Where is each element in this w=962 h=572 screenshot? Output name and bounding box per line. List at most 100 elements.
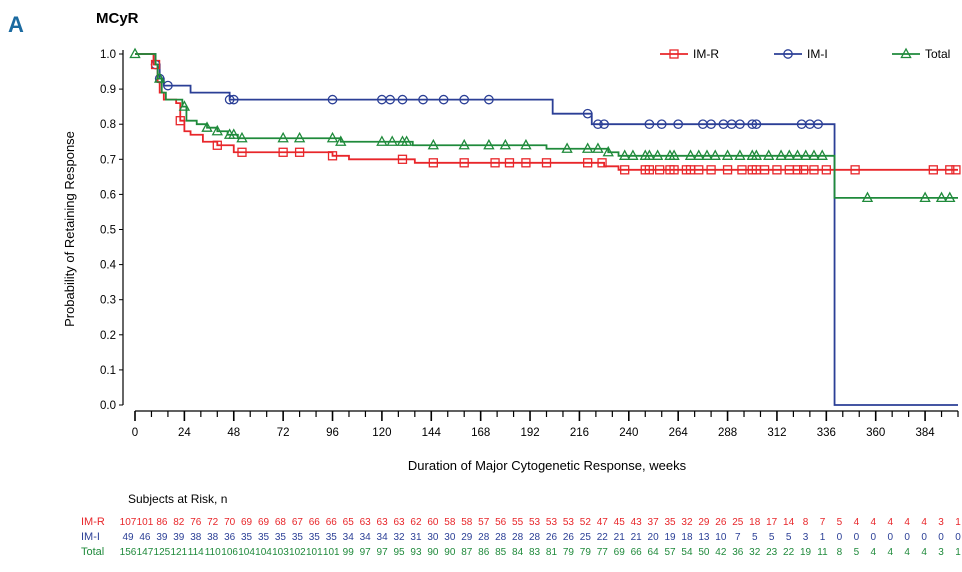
x-axis-label: Duration of Major Cytogenetic Response, …	[408, 458, 687, 473]
censor-marker	[813, 119, 823, 130]
x-tick-label: 216	[570, 427, 589, 439]
censor-marker	[850, 165, 860, 175]
risk-cell: 38	[190, 532, 202, 543]
risk-cell: 34	[360, 532, 372, 543]
risk-cell: 4	[854, 517, 860, 528]
risk-cell: 0	[837, 532, 843, 543]
censor-marker	[129, 47, 141, 59]
censor-marker	[800, 149, 812, 160]
risk-cell: 87	[461, 547, 473, 558]
censor-marker	[706, 165, 716, 175]
risk-cell: 0	[955, 532, 961, 543]
x-tick-label: 144	[422, 427, 442, 439]
risk-cell: 72	[207, 517, 219, 528]
risk-cell: 45	[614, 517, 626, 528]
censor-marker	[734, 149, 746, 160]
risk-cell: 62	[410, 517, 422, 528]
risk-cell: 79	[563, 547, 575, 558]
censor-marker	[656, 119, 667, 130]
censor-marker	[163, 80, 173, 91]
x-tick-label: 192	[520, 427, 539, 439]
censor-marker	[599, 119, 609, 130]
risk-cell: 156	[120, 547, 137, 558]
risk-cell: 26	[715, 517, 727, 528]
risk-cell: 83	[529, 547, 541, 558]
legend-label: IM-R	[693, 47, 719, 61]
censor-marker	[581, 142, 594, 153]
censor-marker	[293, 131, 306, 143]
risk-cell: 46	[139, 532, 151, 543]
risk-cell: 18	[681, 532, 693, 543]
risk-table: IM-R 107 101 86 82 76 72 70 69 69 68 67 66 66 65 63 63 63…	[81, 516, 961, 558]
x-tick-label: 360	[866, 427, 885, 439]
censor-marker	[693, 149, 705, 160]
risk-row-label: IM-R	[81, 516, 105, 528]
censor-marker	[808, 149, 820, 160]
risk-cell: 39	[156, 532, 168, 543]
censor-marker	[799, 165, 809, 175]
risk-cell: 5	[786, 532, 792, 543]
risk-cell: 35	[241, 532, 253, 543]
y-tick-label: 0.1	[100, 365, 116, 377]
risk-cell: 5	[752, 532, 758, 543]
risk-cell: 29	[461, 532, 473, 543]
censor-marker	[294, 147, 305, 157]
censor-marker	[386, 135, 398, 146]
risk-cell: 0	[938, 532, 944, 543]
risk-cell: 90	[427, 547, 439, 558]
risk-cell: 52	[580, 517, 592, 528]
censor-marker	[400, 135, 413, 146]
risk-cell: 7	[735, 532, 741, 543]
censor-marker	[597, 158, 607, 168]
censor-marker	[791, 149, 804, 160]
censor-marker	[919, 191, 931, 203]
risk-cell: 42	[715, 547, 727, 558]
risk-cell: 104	[255, 547, 272, 558]
legend-label: IM-I	[807, 47, 828, 61]
censor-marker	[644, 165, 655, 175]
censor-marker	[944, 191, 956, 203]
censor-marker	[327, 151, 338, 161]
risk-cell: 103	[272, 547, 289, 558]
risk-cell: 58	[461, 517, 473, 528]
risk-cell: 63	[360, 517, 372, 528]
risk-cell: 19	[800, 547, 812, 558]
risk-cell: 66	[326, 517, 338, 528]
risk-cell: 55	[512, 517, 524, 528]
risk-cell: 4	[871, 517, 877, 528]
risk-cell: 84	[512, 547, 524, 558]
censor-marker	[484, 94, 494, 105]
risk-table-title: Subjects at Risk, n	[128, 492, 227, 506]
risk-cell: 57	[664, 547, 676, 558]
risk-cell: 63	[377, 517, 389, 528]
risk-cell: 7	[820, 517, 826, 528]
risk-cell: 69	[241, 517, 253, 528]
risk-cell: 101	[306, 547, 323, 558]
risk-cell: 32	[393, 532, 405, 543]
risk-cell: 114	[188, 547, 204, 558]
risk-cell: 63	[393, 517, 405, 528]
risk-cell: 5	[854, 547, 860, 558]
censor-marker	[224, 94, 235, 105]
risk-cell: 11	[817, 547, 828, 558]
censor-marker	[490, 158, 500, 168]
censor-marker	[772, 165, 782, 175]
risk-cell: 86	[156, 517, 168, 528]
risk-cell: 34	[343, 532, 355, 543]
risk-cell: 0	[904, 532, 910, 543]
risk-cell: 32	[681, 517, 693, 528]
censor-marker	[582, 108, 593, 119]
censor-marker	[861, 191, 874, 203]
x-tick-label: 264	[669, 427, 689, 439]
y-tick-label: 0.5	[100, 225, 116, 237]
censor-marker	[684, 149, 697, 160]
series-line-total	[135, 53, 958, 199]
risk-cell: 64	[648, 547, 660, 558]
censor-marker	[459, 94, 470, 105]
risk-cell: 28	[478, 532, 490, 543]
censor-marker	[775, 149, 787, 160]
risk-cell: 32	[749, 547, 761, 558]
censor-marker	[178, 100, 191, 111]
risk-cell: 125	[154, 547, 171, 558]
